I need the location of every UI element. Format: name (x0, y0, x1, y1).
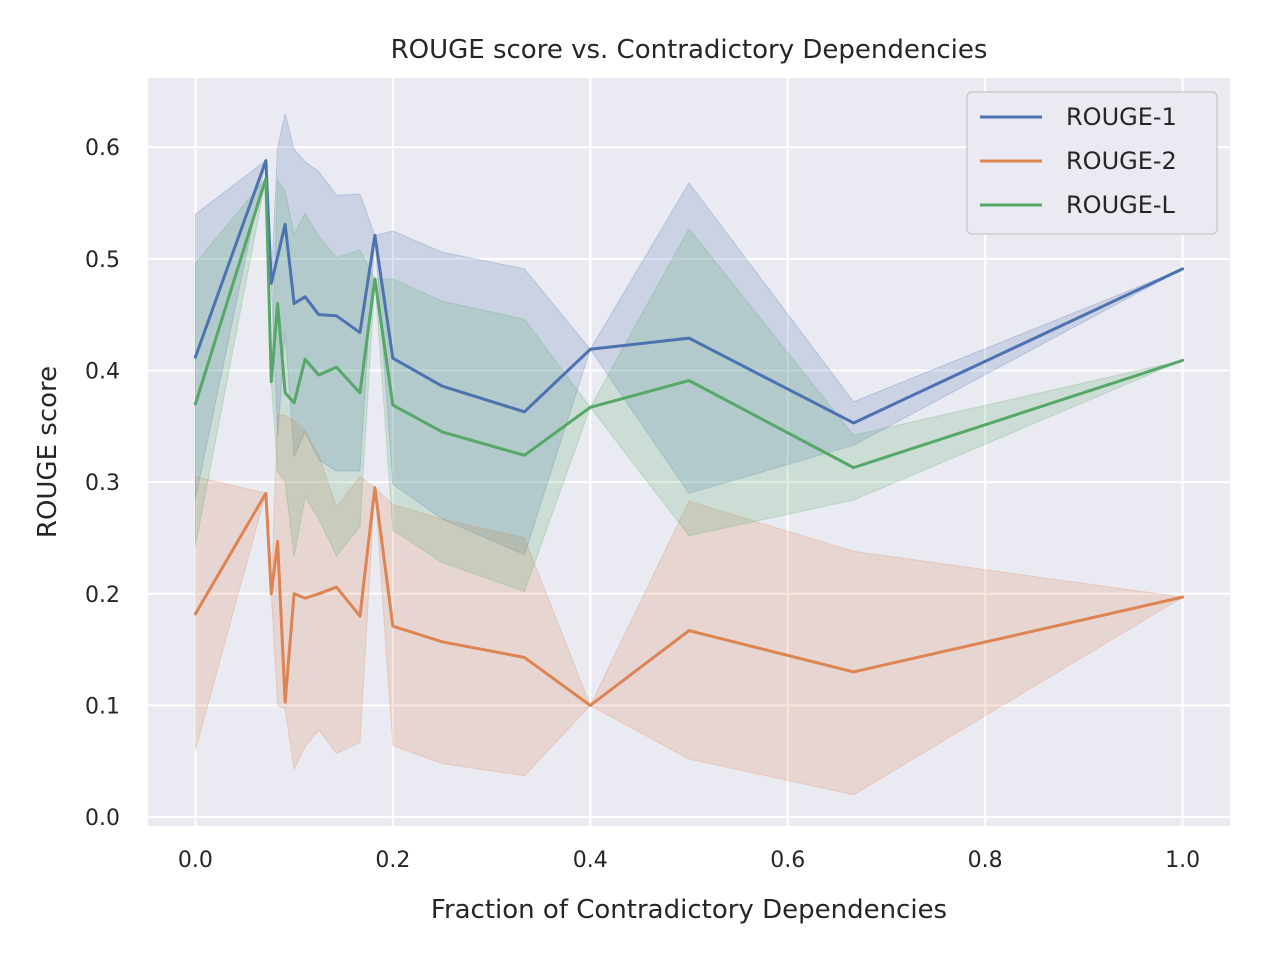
data-point-rouge-2 (852, 670, 855, 673)
data-point-rouge-l (284, 391, 287, 394)
data-point-rouge-l (335, 366, 338, 369)
grid-layer (148, 78, 1230, 826)
y-tick-label: 0.3 (85, 471, 120, 496)
data-point-rouge-1 (284, 223, 287, 226)
data-point-rouge-2 (293, 592, 296, 595)
x-tick-label: 1.0 (1165, 848, 1200, 873)
data-point-rouge-1 (358, 331, 361, 334)
data-point-rouge-l (523, 454, 526, 457)
y-tick-label: 0.1 (85, 694, 120, 719)
series-line-rouge-1 (193, 159, 1185, 425)
data-point-rouge-1 (441, 385, 444, 388)
data-point-rouge-1 (852, 421, 855, 424)
series-lines (193, 159, 1185, 707)
data-point-rouge-1 (304, 295, 307, 298)
legend-label-rouge-2: ROUGE-2 (1066, 147, 1177, 175)
x-tick-label: 0.6 (770, 848, 805, 873)
data-point-rouge-l (688, 379, 691, 382)
data-point-rouge-2 (358, 615, 361, 618)
confidence-band-rouge-l (194, 177, 1183, 593)
confidence-band-rouge-2 (194, 414, 1185, 796)
y-tick-label: 0.0 (85, 806, 120, 831)
data-point-rouge-l (1181, 359, 1184, 362)
data-point-rouge-2 (264, 492, 267, 495)
data-point-rouge-2 (270, 592, 273, 595)
series-line-rouge-l (193, 176, 1185, 470)
data-point-rouge-l (317, 373, 320, 376)
data-point-rouge-1 (264, 159, 267, 162)
data-point-rouge-1 (523, 410, 526, 413)
legend-label-rouge-l: ROUGE-L (1066, 191, 1176, 219)
data-point-rouge-2 (1181, 596, 1184, 599)
data-point-rouge-2 (391, 625, 394, 628)
data-point-rouge-2 (523, 656, 526, 659)
legend-frame (966, 91, 1218, 235)
data-point-rouge-2 (589, 704, 592, 707)
data-point-rouge-l (264, 177, 267, 180)
data-point-rouge-1 (688, 337, 691, 340)
series-line-rouge-2 (193, 486, 1185, 707)
data-point-rouge-l (441, 430, 444, 433)
x-tick-label: 0.4 (573, 848, 608, 873)
data-point-rouge-l (852, 466, 855, 469)
data-point-rouge-2 (304, 597, 307, 600)
data-point-rouge-2 (194, 612, 197, 615)
data-point-rouge-1 (194, 356, 197, 359)
data-point-rouge-l (391, 404, 394, 407)
legend-label-rouge-1: ROUGE-1 (1066, 103, 1177, 131)
confidence-bands (194, 113, 1185, 796)
data-point-rouge-1 (1181, 267, 1184, 270)
data-point-rouge-1 (276, 255, 279, 258)
legend: ROUGE-1 ROUGE-2 ROUGE-L (966, 91, 1218, 235)
tick-labels: 0.0 0.2 0.4 0.6 0.8 1.0 0.0 0.1 0.2 0.3 0.4 0.5 0.6 (85, 136, 1200, 873)
x-tick-label: 0.0 (178, 848, 213, 873)
data-point-rouge-2 (276, 540, 279, 543)
x-tick-label: 0.2 (375, 848, 410, 873)
data-point-rouge-l (373, 277, 376, 280)
data-point-rouge-l (276, 302, 279, 305)
y-tick-label: 0.4 (85, 360, 120, 385)
y-axis-label: ROUGE score (33, 366, 63, 538)
data-point-rouge-l (358, 391, 361, 394)
data-point-rouge-2 (284, 701, 287, 704)
data-point-rouge-1 (317, 313, 320, 316)
data-point-rouge-1 (589, 348, 592, 351)
data-point-rouge-1 (270, 282, 273, 285)
data-point-rouge-2 (317, 592, 320, 595)
y-tick-label: 0.5 (85, 248, 120, 273)
data-point-rouge-l (194, 402, 197, 405)
data-point-rouge-l (589, 406, 592, 409)
x-tick-label: 0.8 (968, 848, 1003, 873)
data-point-rouge-1 (391, 357, 394, 360)
data-point-rouge-2 (335, 586, 338, 589)
confidence-band-rouge-1 (194, 113, 1183, 556)
y-tick-label: 0.2 (85, 583, 120, 608)
data-point-rouge-2 (373, 486, 376, 489)
data-point-rouge-l (304, 358, 307, 361)
data-point-rouge-1 (373, 234, 376, 237)
data-point-rouge-l (293, 401, 296, 404)
data-point-rouge-1 (335, 314, 338, 317)
data-point-rouge-2 (688, 629, 691, 632)
data-point-rouge-1 (293, 302, 296, 305)
data-point-rouge-l (270, 380, 273, 383)
data-point-rouge-2 (441, 640, 444, 643)
x-axis-label: Fraction of Contradictory Dependencies (431, 895, 947, 925)
y-tick-label: 0.6 (85, 136, 120, 161)
chart-title: ROUGE score vs. Contradictory Dependenci… (391, 35, 988, 65)
